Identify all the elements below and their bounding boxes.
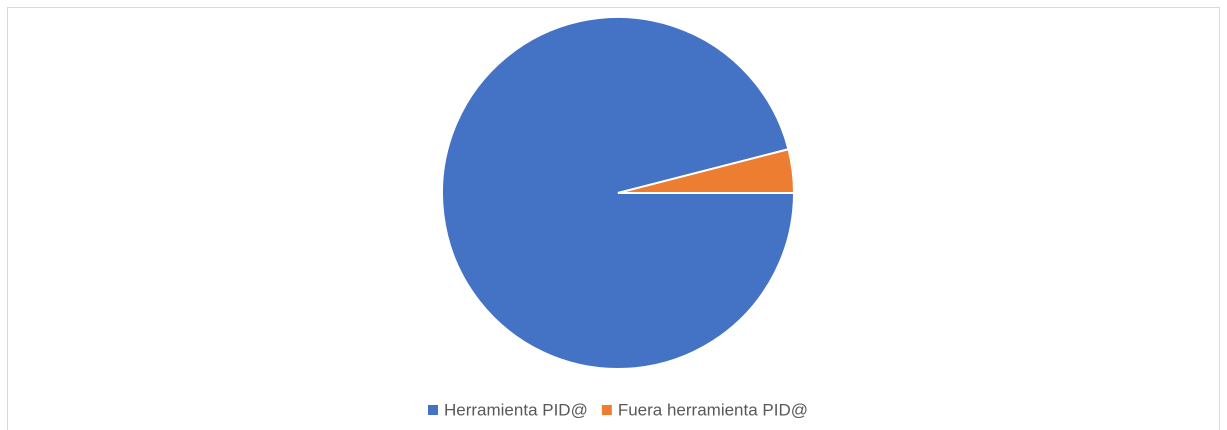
pie-slice bbox=[441, 16, 796, 370]
legend-label: Herramienta PID@ bbox=[444, 400, 588, 419]
chart-frame bbox=[7, 7, 1220, 430]
legend-swatch bbox=[601, 405, 612, 415]
pie-slice bbox=[617, 148, 796, 194]
legend-swatch bbox=[427, 405, 438, 415]
legend-label: Fuera herramienta PID@ bbox=[618, 400, 808, 419]
